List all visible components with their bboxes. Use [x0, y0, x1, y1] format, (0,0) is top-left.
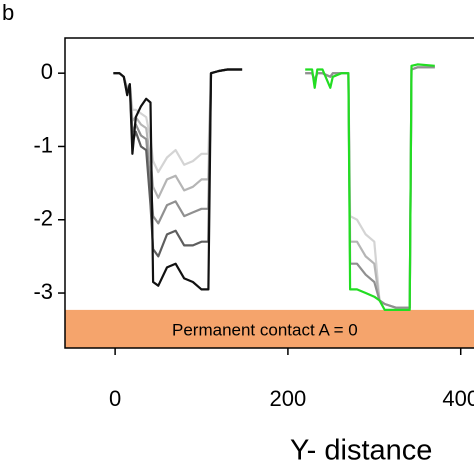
contact-band — [65, 309, 474, 348]
line — [305, 63, 435, 311]
x-tick-label: 400 — [442, 386, 474, 411]
x-tick-label: 0 — [109, 386, 121, 411]
x-axis-label: Y- distance — [290, 435, 432, 467]
line — [305, 66, 435, 309]
plot-frame — [64, 37, 474, 349]
y-tick-label: -3 — [33, 279, 53, 304]
y-tick-label: 0 — [41, 59, 53, 84]
line — [113, 68, 243, 291]
y-tick-label: -2 — [33, 206, 53, 231]
line — [113, 68, 243, 258]
line — [305, 66, 435, 309]
band-label: Permanent contact A = 0 — [172, 320, 358, 339]
panel-label: b — [2, 0, 14, 25]
x-tick-label: 200 — [270, 386, 307, 411]
y-tick-label: -1 — [33, 132, 53, 157]
line — [305, 66, 435, 309]
